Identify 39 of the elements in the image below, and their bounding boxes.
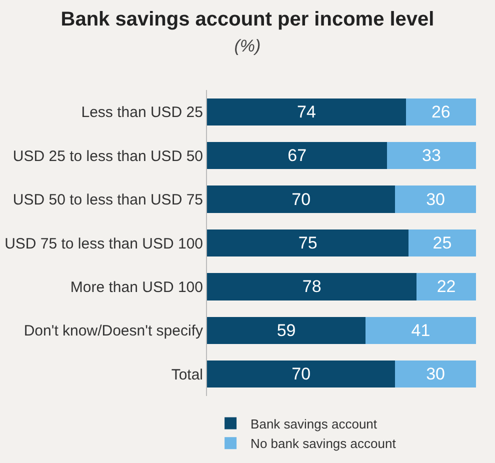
chart-subtitle: (%) — [234, 36, 261, 56]
bar — [395, 186, 476, 213]
data-label: 59 — [276, 320, 296, 340]
bar — [207, 142, 388, 170]
bar — [207, 360, 396, 388]
y-tick-label: Don't know/Doesn't specify — [24, 322, 204, 340]
y-tick-label: USD 50 to less than USD 75 — [12, 192, 203, 209]
bar — [207, 229, 409, 257]
bar — [207, 98, 406, 126]
data-label: 67 — [288, 146, 307, 166]
bar — [387, 142, 476, 170]
bar — [207, 273, 417, 300]
data-label: 74 — [297, 102, 316, 122]
y-tick-label: More than USD 100 — [70, 278, 203, 296]
data-label: 22 — [436, 277, 456, 296]
bar — [207, 186, 396, 213]
data-label: 41 — [411, 320, 430, 340]
data-label: 75 — [298, 234, 318, 252]
bar — [406, 98, 476, 126]
data-label: 30 — [426, 364, 445, 384]
y-tick-label: Total — [171, 366, 203, 384]
y-tick-label: USD 25 to less than USD 50 — [12, 148, 203, 165]
legend-label: No bank savings account — [250, 436, 396, 452]
data-label: 78 — [302, 277, 322, 296]
data-label: 70 — [292, 190, 311, 209]
bar — [366, 316, 476, 344]
bar — [207, 316, 366, 344]
chart-title: Bank savings account per income level — [60, 8, 434, 30]
bar — [416, 273, 476, 300]
legend-label: Bank savings account — [250, 416, 378, 432]
data-label: 33 — [422, 146, 441, 166]
bar — [395, 360, 476, 388]
y-tick-label: USD 75 to less than USD 100 — [4, 235, 203, 252]
data-label: 25 — [432, 234, 452, 252]
y-tick-label: Less than USD 25 — [81, 104, 203, 122]
data-label: 30 — [426, 190, 445, 209]
data-label: 26 — [431, 102, 450, 122]
bar — [408, 229, 476, 257]
data-label: 70 — [292, 364, 311, 384]
